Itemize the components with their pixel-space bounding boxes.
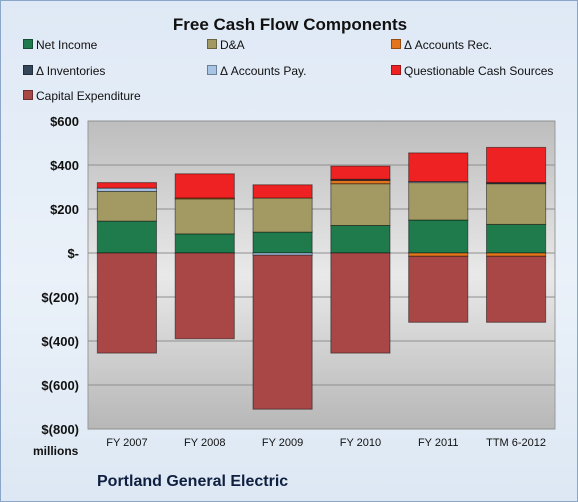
company-name: Portland General Electric	[97, 473, 289, 490]
plot-area: $600 $400 $200 $- $(200) $(400) $(600) $(800) FY…	[41, 114, 556, 449]
bar-capital-expenditure-fy-2008	[174, 252, 235, 340]
y-tick-label: $(600)	[41, 378, 79, 393]
bar-capital-expenditure-fy-2009	[252, 254, 313, 410]
y-tick-label: $600	[50, 114, 79, 129]
bar-questionable-cash-sources-fy-2008	[174, 173, 235, 199]
bar-questionable-cash-sources-fy-2007	[96, 182, 157, 189]
legend-item-questionable-cash-sources: Questionable Cash Sources	[391, 64, 553, 78]
legend-label: Capital Expenditure	[36, 89, 141, 103]
bar-danda-fy-2010	[330, 183, 391, 226]
legend-swatch	[23, 90, 33, 100]
x-tick-label: TTM 6-2012	[486, 437, 546, 449]
bar-net-income-fy-2007	[96, 220, 157, 254]
y-tick-label: $-	[67, 246, 79, 261]
legend-swatch	[207, 39, 217, 49]
legend-label: Δ Accounts Pay.	[220, 64, 307, 78]
legend-swatch	[23, 65, 33, 75]
bar-net-income-fy-2010	[330, 225, 391, 254]
y-tick-label: $(800)	[41, 422, 79, 437]
chart-title: Free Cash Flow Components	[172, 15, 408, 34]
x-tick-label: FY 2007	[106, 437, 147, 449]
bar-danda-fy-2007	[96, 190, 157, 222]
legend-item-capital-expenditure: Capital Expenditure	[23, 89, 141, 103]
bar-delta-inventories-ttm-6-2012	[486, 182, 547, 185]
bar-capital-expenditure-fy-2011	[408, 255, 469, 323]
bar-danda-fy-2008	[174, 198, 235, 235]
bar-net-income-fy-2008	[174, 233, 235, 254]
bar-danda-fy-2011	[408, 182, 469, 221]
legend-label: Questionable Cash Sources	[404, 64, 554, 78]
bar-questionable-cash-sources-fy-2011	[408, 152, 469, 182]
x-tick-label: FY 2010	[340, 437, 381, 449]
legend-swatch	[391, 65, 401, 75]
y-tick-label: $(400)	[41, 334, 79, 349]
legend-item-danda: D&A	[207, 38, 245, 52]
bar-danda-fy-2009	[252, 197, 313, 233]
legend-swatch	[207, 65, 217, 75]
legend-label: Net Income	[36, 38, 98, 52]
y-tick-label: $200	[50, 202, 79, 217]
bar-danda-ttm-6-2012	[486, 183, 547, 225]
legend-label: Δ Inventories	[36, 64, 106, 78]
x-tick-label: FY 2008	[184, 437, 225, 449]
legend-label: D&A	[220, 38, 245, 52]
plot-background	[87, 120, 556, 430]
y-tick-label: $(200)	[41, 290, 79, 305]
legend-swatch	[391, 39, 401, 49]
bar-net-income-ttm-6-2012	[486, 223, 547, 254]
bar-capital-expenditure-ttm-6-2012	[486, 255, 547, 323]
bar-questionable-cash-sources-fy-2009	[252, 184, 313, 199]
legend-item-net-income: Net Income	[23, 38, 97, 52]
legend-item-delta-inventories: Δ Inventories	[23, 64, 105, 78]
legend-item-delta-accounts-pay: Δ Accounts Pay.	[207, 64, 307, 78]
x-tick-label: FY 2011	[418, 437, 459, 449]
bar-questionable-cash-sources-ttm-6-2012	[486, 146, 547, 184]
bar-net-income-fy-2009	[252, 231, 313, 254]
legend-swatch	[23, 39, 33, 49]
y-tick-label: $400	[50, 158, 79, 173]
unit-label: millions	[33, 444, 79, 458]
bar-questionable-cash-sources-fy-2010	[330, 165, 391, 180]
bar-capital-expenditure-fy-2007	[96, 252, 157, 354]
bar-capital-expenditure-fy-2010	[330, 252, 391, 354]
bar-net-income-fy-2011	[408, 219, 469, 254]
x-tick-label: FY 2009	[262, 437, 303, 449]
legend-label: Δ Accounts Rec.	[404, 38, 493, 52]
legend-item-delta-accounts-rec: Δ Accounts Rec.	[391, 38, 492, 52]
